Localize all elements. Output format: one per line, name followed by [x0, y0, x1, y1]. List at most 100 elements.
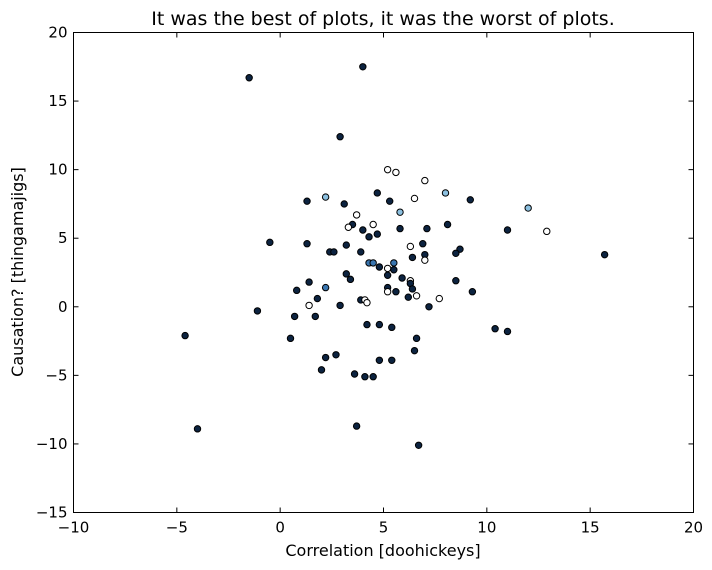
scatter-point: [369, 373, 377, 381]
scatter-point: [503, 226, 512, 234]
scatter-point: [524, 204, 532, 212]
scatter-point: [193, 425, 202, 433]
x-axis-label: Correlation [doohickeys]: [285, 541, 480, 560]
y-axis-label: Causation? [thingamajigs]: [8, 167, 27, 377]
scatter-point: [390, 259, 398, 267]
data-points: [181, 63, 609, 449]
scatter-point: [181, 331, 189, 340]
y-tick-label: −10: [36, 435, 68, 453]
scatter-point: [340, 200, 348, 208]
scatter-point: [386, 197, 394, 205]
scatter-point: [408, 253, 417, 262]
x-tick-label: 5: [379, 519, 389, 537]
scatter-point: [369, 220, 377, 229]
y-tick-label: 15: [48, 92, 67, 110]
y-tick-label: 10: [48, 161, 67, 179]
scatter-point: [410, 346, 419, 355]
scatter-point: [443, 220, 452, 229]
scatter-point: [245, 74, 253, 82]
scatter-point: [330, 248, 338, 256]
scatter-point: [346, 275, 355, 284]
plot-area: [73, 32, 694, 513]
scatter-point: [311, 312, 319, 321]
scatter-point: [383, 264, 392, 273]
scatter-point: [383, 165, 392, 174]
x-tick-label: 10: [477, 519, 496, 537]
scatter-point: [305, 278, 313, 286]
scatter-point: [414, 441, 423, 449]
scatter-point: [452, 249, 460, 258]
scatter-point: [410, 194, 419, 203]
scatter-point: [342, 241, 350, 249]
scatter-point: [359, 226, 367, 234]
scatter-point: [321, 193, 330, 201]
scatter-point: [336, 133, 344, 141]
scatter-point: [419, 240, 427, 248]
scatter-point: [435, 294, 443, 303]
scatter-point: [383, 288, 392, 296]
scatter-point: [293, 286, 301, 295]
y-axis: −15 −10 −5 0 5 10 15 20: [36, 24, 694, 522]
plot-frame: [73, 32, 694, 513]
scatter-point: [286, 334, 295, 343]
scatter-point: [253, 307, 262, 315]
y-tick-label: −15: [36, 504, 68, 522]
scatter-point: [317, 366, 326, 374]
scatter-point: [352, 422, 361, 430]
scatter-point: [369, 259, 377, 267]
scatter-point: [392, 288, 400, 296]
scatter-point: [421, 176, 429, 185]
scatter-point: [305, 301, 313, 310]
scatter-point: [365, 233, 373, 241]
scatter-point: [388, 356, 396, 364]
y-tick-label: 20: [48, 24, 67, 42]
scatter-point: [543, 227, 551, 236]
chart-title: It was the best of plots, it was the wor…: [151, 8, 615, 30]
scatter-point: [332, 351, 340, 359]
scatter-point: [375, 356, 384, 364]
x-tick-label: 20: [684, 519, 703, 537]
scatter-point: [266, 238, 274, 247]
scatter-point: [303, 197, 311, 205]
scatter-point: [344, 223, 353, 231]
scatter-point: [392, 168, 400, 177]
scatter-point: [398, 274, 406, 282]
scatter-point: [406, 242, 415, 251]
scatter-point: [342, 270, 350, 278]
scatter-point: [388, 323, 396, 332]
scatter-point: [396, 208, 404, 216]
scatter-point: [290, 312, 299, 321]
scatter-point: [412, 292, 421, 300]
scatter-point: [466, 196, 474, 204]
scatter-point: [441, 189, 450, 197]
x-tick-label: −5: [166, 519, 188, 537]
scatter-point: [359, 63, 367, 71]
y-tick-label: 0: [58, 298, 68, 316]
scatter-point: [363, 298, 371, 307]
scatter-point: [425, 303, 433, 311]
scatter-point: [303, 240, 311, 248]
scatter-point: [357, 248, 365, 256]
y-tick-label: −5: [45, 366, 67, 384]
x-tick-label: 0: [275, 519, 285, 537]
scatter-point: [408, 285, 417, 293]
scatter-point: [491, 325, 499, 333]
scatter-point: [404, 293, 412, 301]
scatter-point: [352, 211, 361, 219]
scatter-point: [350, 370, 359, 378]
scatter-point: [373, 189, 381, 197]
scatter-point: [390, 266, 398, 274]
scatter-point: [503, 327, 512, 336]
scatter-point: [452, 277, 460, 285]
scatter-point: [423, 224, 431, 233]
scatter-point: [412, 334, 421, 343]
scatter-point: [373, 230, 381, 238]
scatter-point: [396, 224, 404, 233]
scatter-point: [363, 320, 371, 329]
scatter-point: [321, 283, 330, 292]
y-tick-label: 5: [58, 229, 68, 247]
x-tick-label: 15: [581, 519, 600, 537]
x-axis: −10 −5 0 5 10 15 20: [58, 32, 703, 537]
scatter-point: [468, 288, 477, 296]
